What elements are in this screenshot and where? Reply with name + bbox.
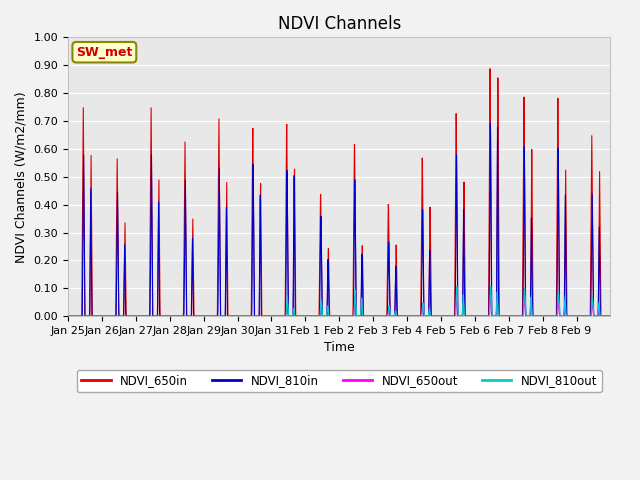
NDVI_810out <box>456 313 464 319</box>
NDVI_650in <box>524 313 532 319</box>
NDVI_650in <box>492 313 499 319</box>
NDVI_650out <box>64 313 72 319</box>
Line: NDVI_810out: NDVI_810out <box>68 287 611 316</box>
NDVI_650in <box>601 313 609 319</box>
NDVI_810out <box>175 313 183 319</box>
NDVI_810in <box>456 313 464 319</box>
NDVI_650in <box>64 313 72 319</box>
Legend: NDVI_650in, NDVI_810in, NDVI_650out, NDVI_810out: NDVI_650in, NDVI_810in, NDVI_650out, NDV… <box>77 370 602 392</box>
NDVI_650out <box>524 313 532 319</box>
Line: NDVI_810in: NDVI_810in <box>68 124 611 316</box>
Line: NDVI_650in: NDVI_650in <box>68 69 611 316</box>
NDVI_810out <box>607 313 614 319</box>
Y-axis label: NDVI Channels (W/m2/mm): NDVI Channels (W/m2/mm) <box>15 91 28 263</box>
NDVI_650in <box>456 313 464 319</box>
NDVI_810out <box>487 284 495 289</box>
NDVI_810in <box>486 121 494 127</box>
NDVI_650in <box>486 66 494 72</box>
NDVI_810in <box>524 313 532 319</box>
NDVI_650out <box>601 313 609 319</box>
NDVI_650out <box>175 313 183 319</box>
NDVI_810in <box>492 313 499 319</box>
Text: SW_met: SW_met <box>76 46 132 59</box>
NDVI_810in <box>601 313 609 319</box>
NDVI_650out <box>607 313 614 319</box>
NDVI_810out <box>601 313 609 319</box>
NDVI_650in <box>175 313 183 319</box>
NDVI_810out <box>409 313 417 319</box>
NDVI_810out <box>492 313 499 319</box>
NDVI_810out <box>64 313 72 319</box>
NDVI_810in <box>409 313 417 319</box>
NDVI_810in <box>175 313 183 319</box>
Title: NDVI Channels: NDVI Channels <box>278 15 401 33</box>
Line: NDVI_650out: NDVI_650out <box>68 295 611 316</box>
NDVI_650out <box>492 313 499 319</box>
X-axis label: Time: Time <box>324 341 355 355</box>
NDVI_810out <box>524 313 532 319</box>
NDVI_650out <box>487 292 495 298</box>
NDVI_650in <box>409 313 417 319</box>
NDVI_650in <box>607 313 614 319</box>
NDVI_810in <box>64 313 72 319</box>
NDVI_810in <box>607 313 614 319</box>
NDVI_650out <box>409 313 417 319</box>
NDVI_650out <box>456 313 464 319</box>
